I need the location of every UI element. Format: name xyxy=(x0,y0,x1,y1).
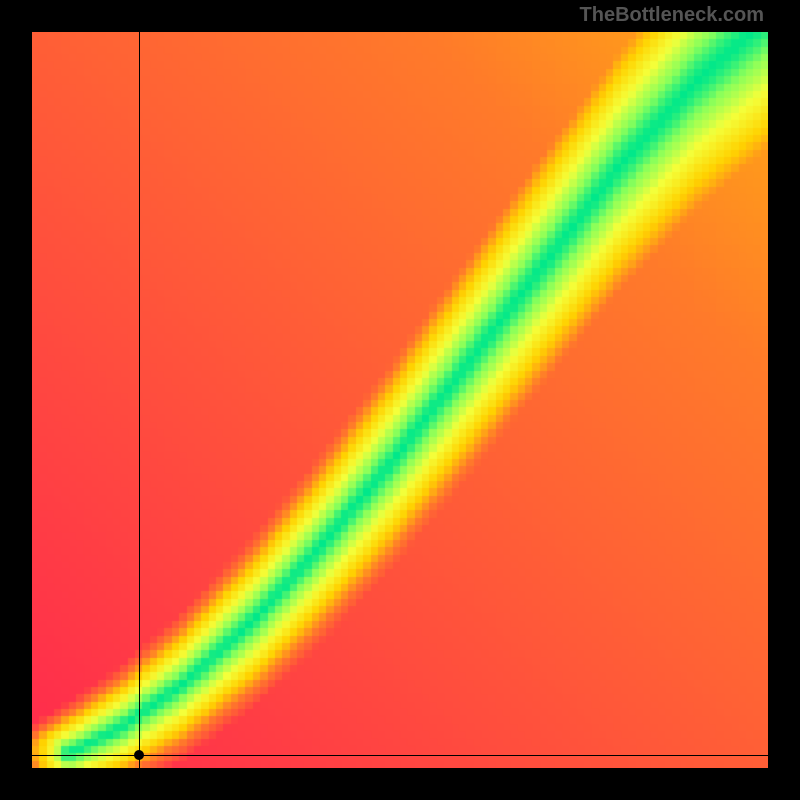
crosshair-dot xyxy=(134,750,144,760)
heatmap-plot xyxy=(32,32,768,768)
crosshair-vertical xyxy=(139,32,140,768)
heatmap-canvas xyxy=(32,32,768,768)
watermark-text: TheBottleneck.com xyxy=(580,4,764,27)
